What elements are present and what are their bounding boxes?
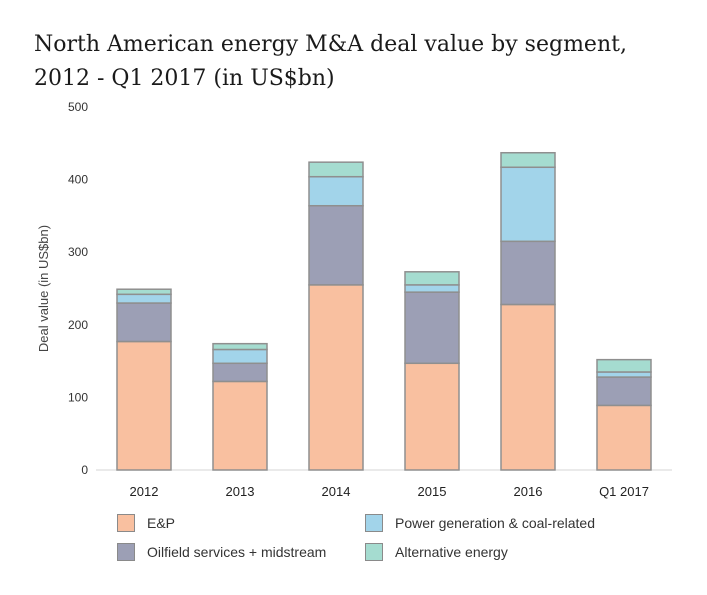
bar-segment-3-2 bbox=[404, 284, 460, 293]
x-tick-label-0: 2012 bbox=[130, 484, 159, 499]
bar-segment-1-2 bbox=[212, 348, 268, 365]
bar-segment-1-3 bbox=[212, 342, 268, 351]
chart-title-line-2: 2012 - Q1 2017 (in US$bn) bbox=[34, 66, 335, 91]
bar-segment-2-1 bbox=[308, 204, 364, 286]
bar-segment-5-3 bbox=[596, 358, 652, 373]
y-tick-label-2: 200 bbox=[68, 318, 88, 332]
x-tick-label-3: 2015 bbox=[418, 484, 447, 499]
bar-segment-4-3 bbox=[500, 151, 556, 169]
y-tick-label-5: 500 bbox=[68, 100, 88, 114]
bar-segment-0-2 bbox=[116, 293, 172, 304]
bar-segment-5-0 bbox=[596, 404, 652, 471]
chart-title: North American energy M&A deal value by … bbox=[34, 28, 674, 96]
legend-swatch-oilfield bbox=[117, 543, 135, 561]
x-tick-label-1: 2013 bbox=[226, 484, 255, 499]
legend-swatch-alternative bbox=[365, 543, 383, 561]
bar-segment-4-0 bbox=[500, 303, 556, 471]
bar-segment-4-1 bbox=[500, 240, 556, 306]
bar-segment-0-1 bbox=[116, 302, 172, 343]
bar-segment-3-1 bbox=[404, 291, 460, 365]
bar-segment-3-0 bbox=[404, 362, 460, 471]
legend-label-ep: E&P bbox=[147, 515, 176, 531]
bar-segment-3-3 bbox=[404, 271, 460, 286]
legend-swatch-ep bbox=[117, 514, 135, 532]
legend-item-ep: E&P bbox=[117, 514, 175, 532]
chart-title-line-1: North American energy M&A deal value by … bbox=[34, 32, 627, 57]
bar-segment-5-2 bbox=[596, 371, 652, 378]
y-tick-label-4: 400 bbox=[68, 173, 88, 187]
y-tick-label-0: 0 bbox=[81, 463, 88, 477]
y-tick-label-3: 300 bbox=[68, 245, 88, 259]
bar-segment-2-0 bbox=[308, 284, 364, 471]
bar-segment-0-0 bbox=[116, 340, 172, 471]
bar-segment-1-1 bbox=[212, 362, 268, 383]
legend-item-alternative: Alternative energy bbox=[365, 543, 508, 561]
bar-segment-2-2 bbox=[308, 175, 364, 207]
bar-segment-5-1 bbox=[596, 376, 652, 407]
bar-segment-1-0 bbox=[212, 380, 268, 471]
x-tick-label-4: 2016 bbox=[514, 484, 543, 499]
legend-label-oilfield: Oilfield services + midstream bbox=[147, 544, 327, 560]
legend-item-oilfield: Oilfield services + midstream bbox=[117, 543, 326, 561]
bar-segment-4-2 bbox=[500, 166, 556, 243]
bar-segment-2-3 bbox=[308, 161, 364, 178]
y-axis-title: Deal value (in US$bn) bbox=[36, 225, 51, 352]
x-tick-label-5: Q1 2017 bbox=[599, 484, 649, 499]
bar-segment-0-3 bbox=[116, 288, 172, 296]
legend-label-power: Power generation & coal-related bbox=[395, 515, 596, 531]
legend-item-power: Power generation & coal-related bbox=[365, 514, 595, 532]
y-tick-label-1: 100 bbox=[68, 390, 88, 404]
legend-swatch-power bbox=[365, 514, 383, 532]
legend-label-alternative: Alternative energy bbox=[395, 544, 508, 560]
x-tick-label-2: 2014 bbox=[322, 484, 351, 499]
